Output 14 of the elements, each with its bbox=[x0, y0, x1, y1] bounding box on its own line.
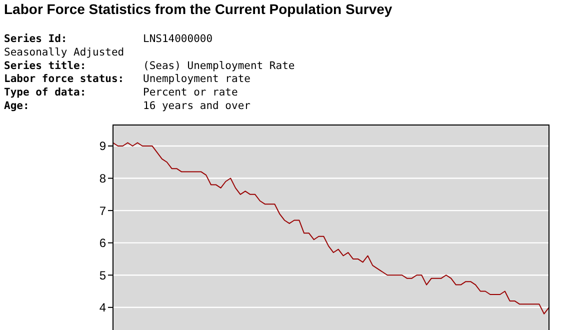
y-tick-label: 4 bbox=[99, 300, 106, 315]
text: Series Id: LNS14000000 bbox=[4, 33, 213, 45]
text: Seasonally Adjusted bbox=[4, 46, 124, 58]
chart-title: Labor Force Statistics from the Current Population Survey bbox=[4, 1, 392, 17]
text: Type of data: Percent or rate bbox=[4, 86, 238, 99]
y-tick-label: 7 bbox=[99, 204, 106, 218]
y-tick-label: 8 bbox=[99, 171, 106, 186]
text: Age: 16 years and over bbox=[4, 100, 250, 112]
line-series bbox=[112, 142, 550, 314]
y-tick-label: 5 bbox=[99, 268, 106, 282]
y-tick-label: 9 bbox=[99, 139, 106, 154]
y-tick-label: 6 bbox=[99, 236, 106, 250]
text: Series title: (Seas) Unemployment Rate bbox=[4, 60, 295, 72]
text: Labor force status: Unemployment rate bbox=[4, 73, 250, 86]
